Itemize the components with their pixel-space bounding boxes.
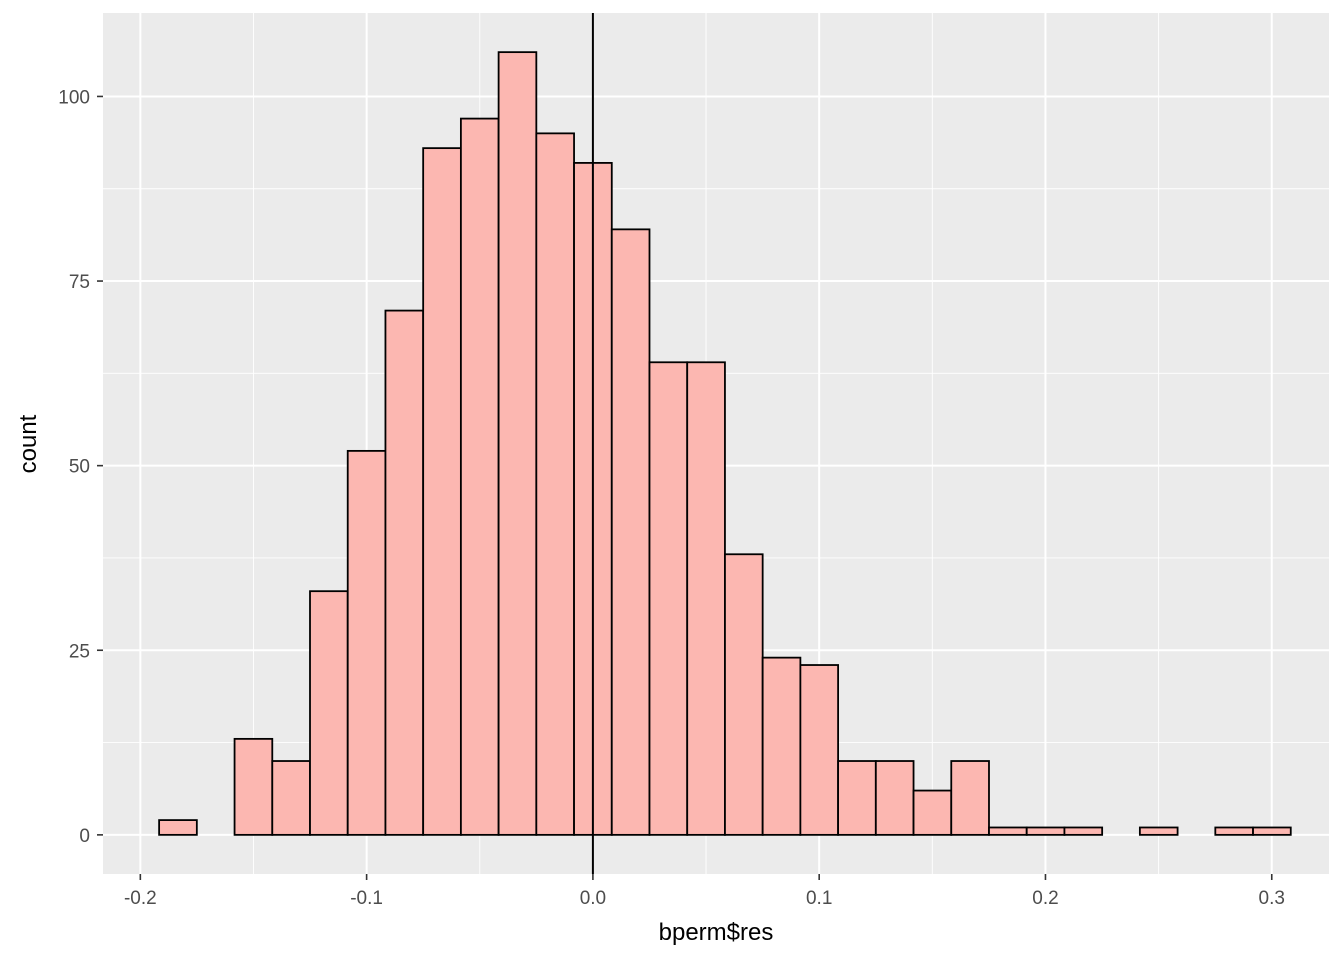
histogram-bar	[912, 789, 953, 836]
x-axis-ticks: -0.2 -0.1 0.0 0.1 0.2 0.3	[124, 874, 1285, 909]
histogram-bar	[384, 309, 425, 836]
histogram-bar	[158, 819, 198, 836]
y-tick-label: 75	[69, 272, 90, 293]
histogram-bar	[497, 51, 538, 836]
histogram-bar	[535, 132, 575, 836]
histogram-bar	[1063, 826, 1104, 836]
histogram-bar	[459, 117, 500, 836]
histogram-bars	[158, 51, 1292, 836]
y-axis-title: count	[15, 414, 42, 473]
histogram-bar	[271, 760, 311, 836]
histogram-bar	[309, 590, 349, 836]
y-axis-ticks: 0 25 50 75 100	[58, 87, 103, 847]
histogram-bar	[648, 361, 689, 836]
histogram-bar	[686, 361, 726, 836]
histogram-bar	[1138, 826, 1179, 836]
x-tick-label: 0.1	[806, 888, 832, 909]
histogram-bar	[837, 760, 877, 836]
histogram-bar	[950, 760, 990, 836]
x-axis-title: bperm$res	[659, 919, 774, 946]
x-tick-label: 0.0	[580, 888, 606, 909]
histogram-bar	[724, 553, 764, 836]
histogram-bar	[1252, 826, 1292, 836]
histogram-bar	[799, 664, 840, 836]
y-tick-label: 100	[58, 87, 90, 108]
histogram-bar	[610, 228, 651, 836]
histogram-bar	[874, 760, 915, 836]
histogram-bar	[761, 656, 802, 836]
histogram-bar	[1025, 826, 1066, 836]
histogram-bar	[988, 826, 1028, 836]
histogram-bar	[233, 737, 274, 836]
histogram-bar	[346, 449, 387, 836]
x-tick-label: -0.1	[350, 888, 383, 909]
histogram-bar	[422, 147, 462, 836]
y-tick-label: 50	[69, 457, 90, 478]
x-tick-label: 0.2	[1032, 888, 1058, 909]
histogram-bar	[1214, 826, 1254, 836]
y-tick-label: 0	[79, 826, 90, 847]
y-tick-label: 25	[69, 641, 90, 662]
x-tick-label: -0.2	[124, 888, 157, 909]
x-tick-label: 0.3	[1259, 888, 1285, 909]
